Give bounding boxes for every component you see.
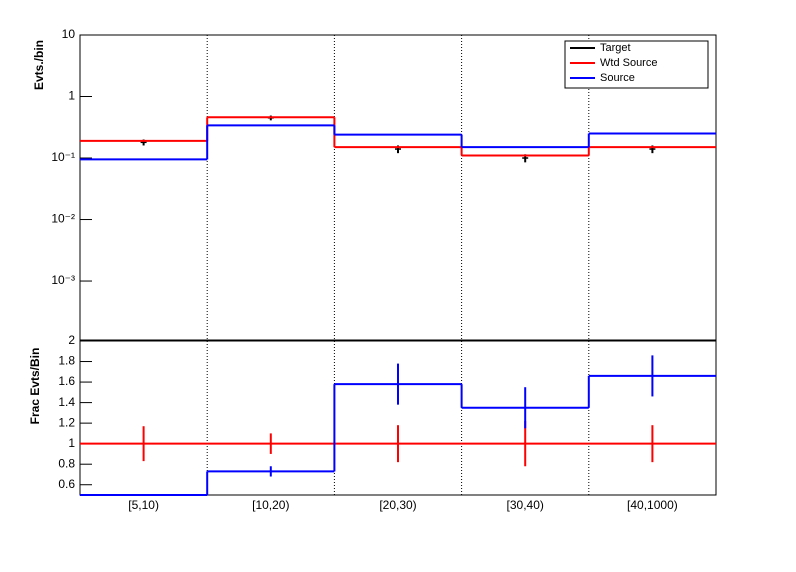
- plot-frame: [79, 340, 717, 496]
- x-tick-label: [5,10): [128, 498, 159, 512]
- y-tick-label: 0.8: [58, 456, 75, 470]
- y-tick-label: 10⁻³: [51, 273, 75, 287]
- legend-label: Target: [600, 42, 631, 54]
- y-tick-label: 2: [68, 333, 75, 347]
- legend-label: Source: [600, 72, 635, 84]
- y-tick-label: 1.6: [58, 374, 75, 388]
- y-tick-label: 1: [68, 436, 75, 450]
- y-axis-label: Evts./bin: [32, 40, 46, 90]
- x-tick-label: [30,40): [507, 498, 544, 512]
- x-tick-label: [20,30): [379, 498, 416, 512]
- y-tick-label: 1.8: [58, 354, 75, 368]
- y-tick-label: 0.6: [58, 477, 75, 491]
- y-tick-label: 1.4: [58, 395, 75, 409]
- x-tick-label: [10,20): [252, 498, 289, 512]
- y-tick-label: 1.2: [58, 415, 75, 429]
- y-tick-label: 1: [68, 89, 75, 103]
- y-axis-label: Frac Evts/Bin: [28, 348, 42, 425]
- y-tick-label: 10: [62, 27, 76, 41]
- y-tick-label: 10⁻²: [51, 212, 75, 226]
- plot-frame: [79, 34, 717, 341]
- legend-label: Wtd Source: [600, 57, 657, 69]
- y-tick-label: 10⁻¹: [51, 150, 75, 164]
- x-tick-label: [40,1000): [627, 498, 678, 512]
